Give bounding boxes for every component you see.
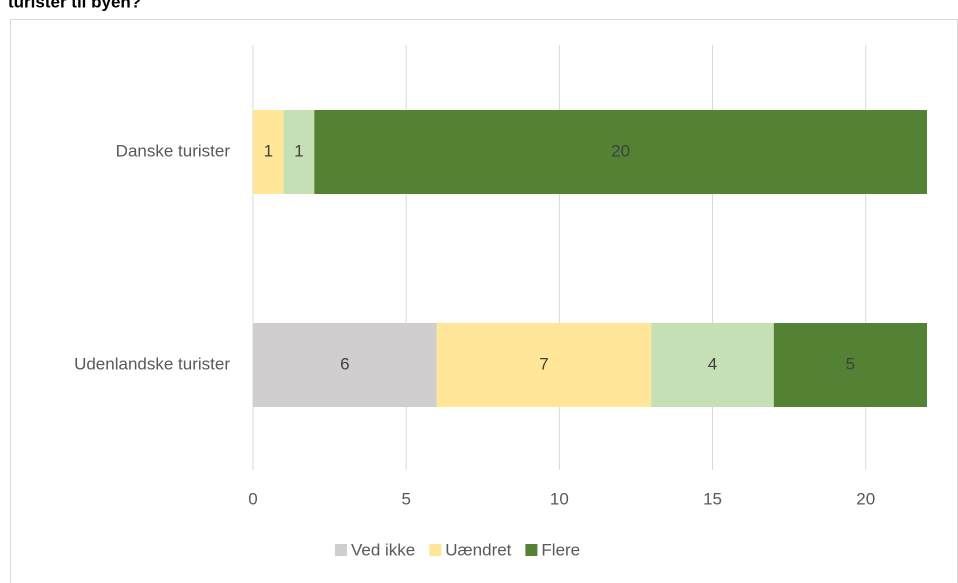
bar-segment xyxy=(253,323,437,407)
legend-swatch xyxy=(525,544,538,556)
legend-swatch xyxy=(335,544,347,556)
data-label: 5 xyxy=(846,354,855,373)
x-tick-label: 15 xyxy=(703,489,722,508)
bar-segment xyxy=(253,110,284,194)
x-tick-label: 10 xyxy=(550,489,569,508)
legend-swatch xyxy=(429,544,442,556)
bar-segment xyxy=(436,323,652,407)
data-label: 4 xyxy=(708,354,717,373)
legend-label: Flere xyxy=(541,540,580,559)
bar-segment xyxy=(314,110,928,194)
data-label: 6 xyxy=(340,354,349,373)
bar-segment xyxy=(773,323,927,407)
legend-label: Uændret xyxy=(445,540,511,559)
y-tick-label: Udenlandske turister xyxy=(74,354,230,373)
data-label: 7 xyxy=(539,354,548,373)
chart-title: turister til byen? xyxy=(8,0,141,11)
x-tick-label: 20 xyxy=(856,489,875,508)
bar-segment xyxy=(651,323,774,407)
x-tick-label: 0 xyxy=(248,489,257,508)
data-label: 1 xyxy=(294,141,303,160)
chart-border xyxy=(10,19,958,583)
data-label: 1 xyxy=(264,141,273,160)
legend-label: Ved ikke xyxy=(351,540,415,559)
x-tick-label: 5 xyxy=(401,489,410,508)
data-label: 20 xyxy=(611,141,630,160)
y-tick-label: Danske turister xyxy=(116,141,231,160)
bar-segment xyxy=(283,110,315,194)
